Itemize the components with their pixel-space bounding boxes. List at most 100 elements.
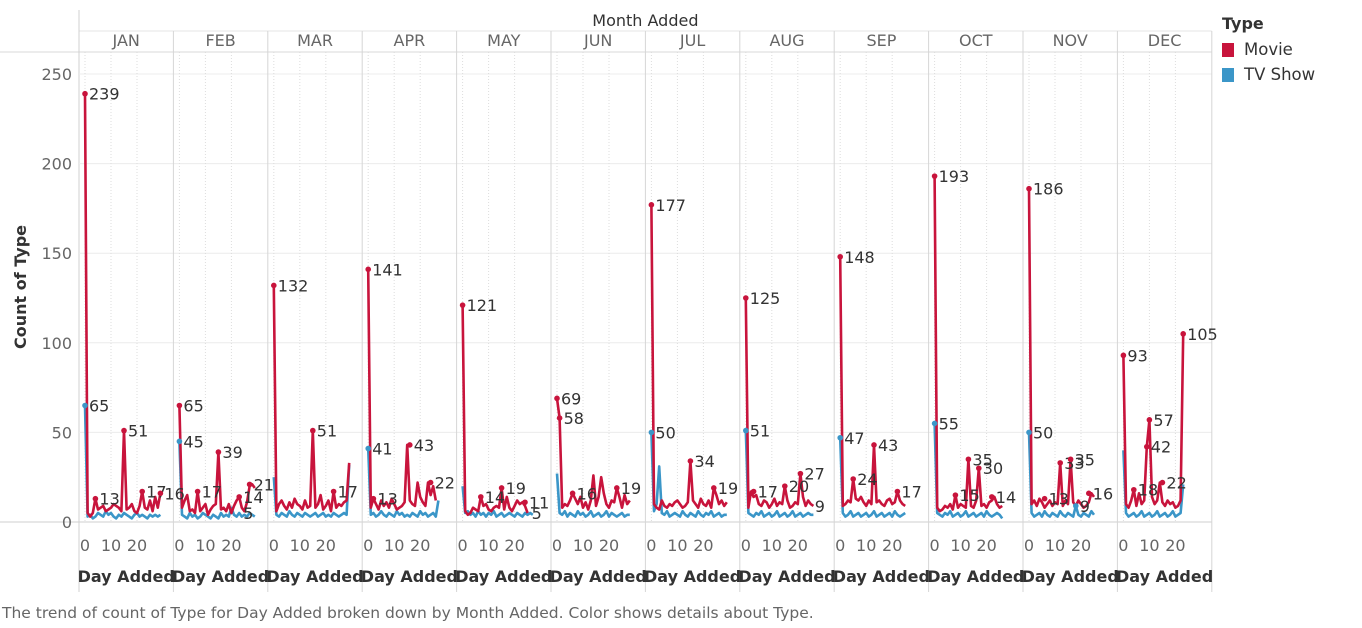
x-tick-label: 10 (290, 536, 310, 555)
data-label: 105 (1187, 325, 1218, 344)
x-tick-label: 10 (101, 536, 121, 555)
data-label: 9 (815, 497, 825, 516)
data-point-marker (1146, 417, 1153, 423)
data-label: 27 (804, 465, 824, 484)
data-label: 43 (414, 436, 434, 455)
data-label: 16 (164, 484, 184, 503)
series-line-tv-show-may (461, 486, 534, 518)
x-tick-label: 10 (1045, 536, 1065, 555)
x-tick-label: 0 (552, 536, 562, 555)
legend-label-movie: Movie (1244, 40, 1293, 59)
data-point-marker (1180, 331, 1186, 337)
legend-item-movie[interactable]: Movie (1222, 37, 1315, 62)
month-header-apr: APR (394, 31, 426, 50)
x-tick-label: 10 (1139, 536, 1159, 555)
data-point-marker (965, 456, 972, 463)
data-point-marker (1041, 495, 1048, 502)
series-line-tv-show-mar (272, 464, 351, 518)
data-point-marker (743, 427, 749, 434)
x-tick-label: 10 (667, 536, 687, 555)
data-label: 39 (222, 443, 242, 462)
data-point-marker (931, 173, 938, 179)
data-label: 141 (372, 260, 403, 279)
x-axis-title: Day Added (550, 567, 647, 586)
data-label: 50 (1033, 423, 1053, 442)
data-point-marker (82, 402, 88, 409)
x-axis-title: Day Added (644, 567, 741, 586)
x-tick-label: 0 (80, 536, 90, 555)
data-label: 21 (254, 475, 274, 494)
legend-swatch-movie (1222, 42, 1234, 57)
data-point-marker (176, 402, 183, 409)
series-line-movie-jan (83, 93, 162, 518)
series-line-movie-sep (838, 256, 906, 508)
data-point-marker (1026, 429, 1032, 436)
data-label: 51 (317, 422, 337, 441)
series-line-tv-show-jul (650, 432, 727, 518)
series-line-tv-show-jun (555, 473, 630, 518)
series-line-movie-jul (650, 204, 728, 511)
data-label: 148 (844, 248, 875, 267)
data-label: 19 (621, 479, 641, 498)
data-point-marker (837, 434, 843, 441)
series-line-movie-jun (555, 398, 631, 511)
month-header-jan: JAN (112, 31, 140, 50)
x-tick-label: 10 (478, 536, 498, 555)
data-point-marker (894, 488, 901, 495)
data-label: 17 (758, 483, 778, 502)
data-point-marker (989, 494, 995, 500)
legend-item-tv-show[interactable]: TV Show (1222, 62, 1315, 87)
data-label: 9 (1080, 497, 1090, 516)
data-label: 121 (467, 296, 498, 315)
x-tick-label: 20 (1071, 536, 1091, 555)
data-point-marker (215, 449, 222, 455)
data-label: 17 (202, 483, 222, 502)
data-label: 16 (577, 484, 597, 503)
x-tick-label: 10 (762, 536, 782, 555)
data-point-marker (614, 485, 620, 491)
x-axis-title: Day Added (738, 567, 835, 586)
x-axis-title: Day Added (266, 567, 363, 586)
data-label: 13 (1049, 490, 1069, 509)
data-point-marker (498, 485, 505, 491)
month-header-jul: JUL (679, 31, 705, 50)
data-label: 15 (959, 486, 979, 505)
data-label: 16 (1093, 484, 1113, 503)
series-line-tv-show-feb (178, 441, 256, 520)
data-point-marker (1159, 479, 1166, 486)
data-label: 41 (372, 440, 392, 459)
legend-title: Type (1222, 14, 1264, 33)
data-label: 193 (939, 167, 970, 186)
data-label: 34 (694, 452, 714, 471)
x-tick-label: 20 (693, 536, 713, 555)
data-point-marker (82, 90, 88, 97)
data-label: 177 (655, 196, 686, 215)
data-point-marker (556, 415, 563, 421)
series-line-tv-show-dec (1122, 450, 1185, 518)
data-label: 14 (996, 488, 1016, 507)
data-label: 13 (377, 490, 397, 509)
data-label: 24 (857, 470, 877, 489)
data-point-marker (407, 442, 413, 448)
month-header-jun: JUN (583, 31, 612, 50)
data-label: 11 (529, 493, 549, 512)
series-line-movie-apr (366, 269, 438, 511)
x-axis-title: Day Added (1116, 567, 1213, 586)
month-header-nov: NOV (1053, 31, 1088, 50)
month-header-sep: SEP (866, 31, 896, 50)
data-point-marker (522, 499, 528, 506)
x-tick-label: 20 (410, 536, 430, 555)
data-label: 65 (183, 397, 203, 416)
data-point-marker (427, 479, 434, 486)
data-point-marker (1067, 456, 1074, 463)
data-label: 19 (718, 479, 738, 498)
month-header-feb: FEB (205, 31, 235, 50)
data-label: 55 (939, 414, 959, 433)
data-point-marker (1131, 486, 1137, 493)
data-point-marker (365, 445, 372, 452)
data-label: 50 (655, 423, 675, 442)
x-tick-label: 20 (788, 536, 808, 555)
data-label: 58 (564, 409, 584, 428)
month-header-oct: OCT (959, 31, 993, 50)
data-point-marker (459, 302, 466, 308)
